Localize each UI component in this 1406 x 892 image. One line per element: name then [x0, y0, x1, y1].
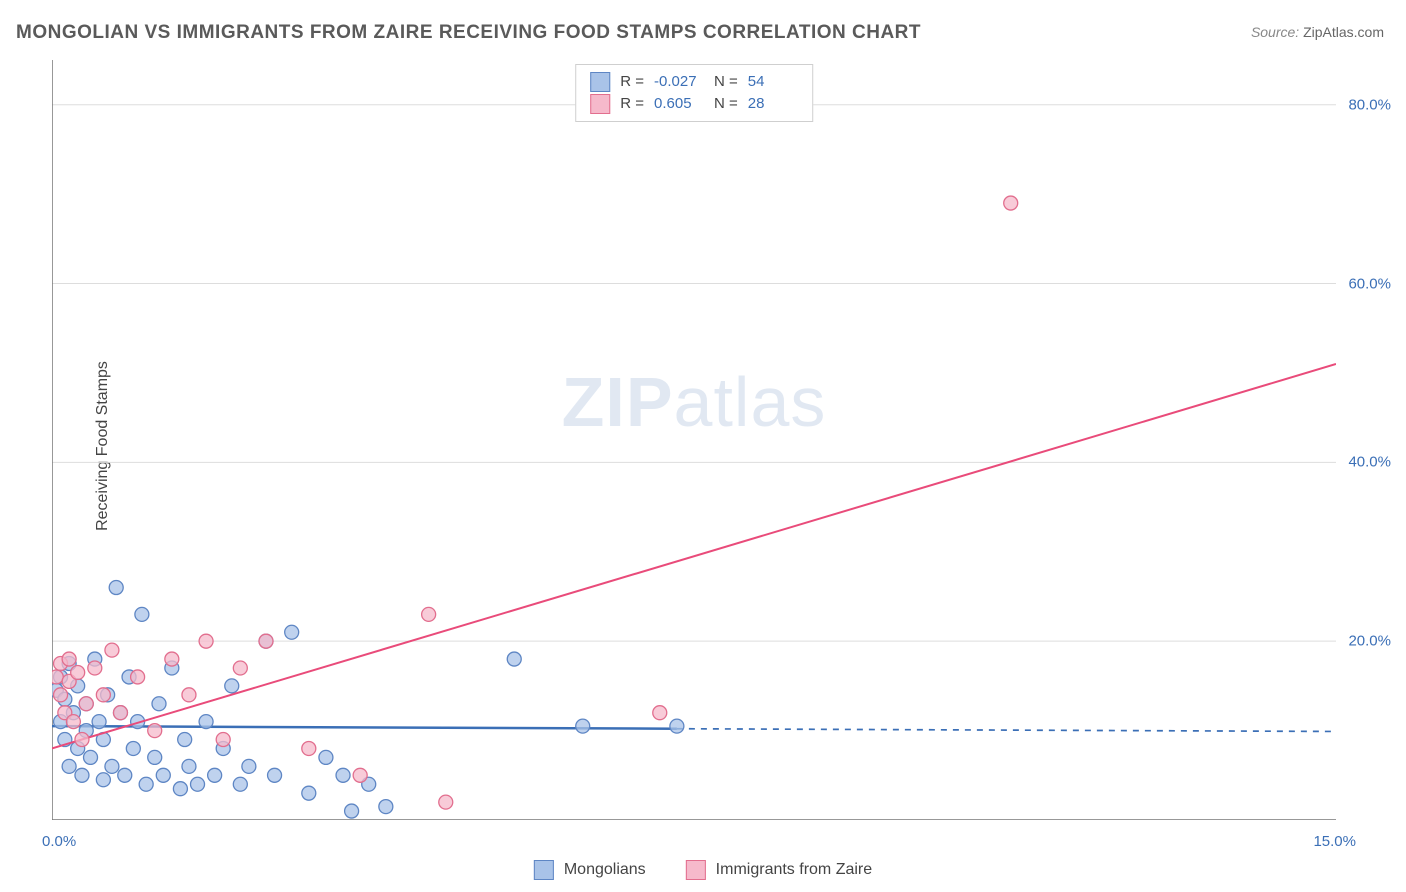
chart-plot-area: R = -0.027 N = 54 R = 0.605 N = 28 ZIPat… [52, 60, 1336, 820]
chart-title: MONGOLIAN VS IMMIGRANTS FROM ZAIRE RECEI… [16, 22, 921, 44]
legend-swatch-1 [590, 72, 610, 92]
legend-item-1: Mongolians [534, 860, 646, 880]
y-axis-tick-label: 80.0% [1348, 96, 1391, 113]
legend-label-series-1: Mongolians [564, 861, 646, 879]
legend-item-2: Immigrants from Zaire [686, 860, 872, 880]
legend-r-value-1: -0.027 [654, 71, 704, 93]
series-legend: Mongolians Immigrants from Zaire [534, 860, 872, 880]
legend-row-series-2: R = 0.605 N = 28 [590, 93, 798, 115]
source-attribution: Source: ZipAtlas.com [1251, 24, 1384, 40]
legend-n-value-2: 28 [748, 93, 798, 115]
legend-r-value-2: 0.605 [654, 93, 704, 115]
x-axis-max-label: 15.0% [1313, 833, 1356, 850]
x-axis-min-label: 0.0% [42, 833, 76, 850]
legend-swatch-2 [590, 94, 610, 114]
legend-n-label: N = [714, 93, 738, 115]
source-label: Source: [1251, 24, 1299, 40]
legend-r-label: R = [620, 93, 644, 115]
legend-r-label: R = [620, 71, 644, 93]
y-axis-tick-label: 60.0% [1348, 275, 1391, 292]
legend-swatch-series-2 [686, 860, 706, 880]
legend-n-value-1: 54 [748, 71, 798, 93]
legend-swatch-series-1 [534, 860, 554, 880]
legend-row-series-1: R = -0.027 N = 54 [590, 71, 798, 93]
legend-label-series-2: Immigrants from Zaire [716, 861, 872, 879]
y-axis-tick-label: 20.0% [1348, 633, 1391, 650]
correlation-legend: R = -0.027 N = 54 R = 0.605 N = 28 [575, 64, 813, 122]
y-axis-tick-label: 40.0% [1348, 454, 1391, 471]
source-value: ZipAtlas.com [1303, 24, 1384, 40]
legend-n-label: N = [714, 71, 738, 93]
chart-svg [52, 60, 1336, 820]
